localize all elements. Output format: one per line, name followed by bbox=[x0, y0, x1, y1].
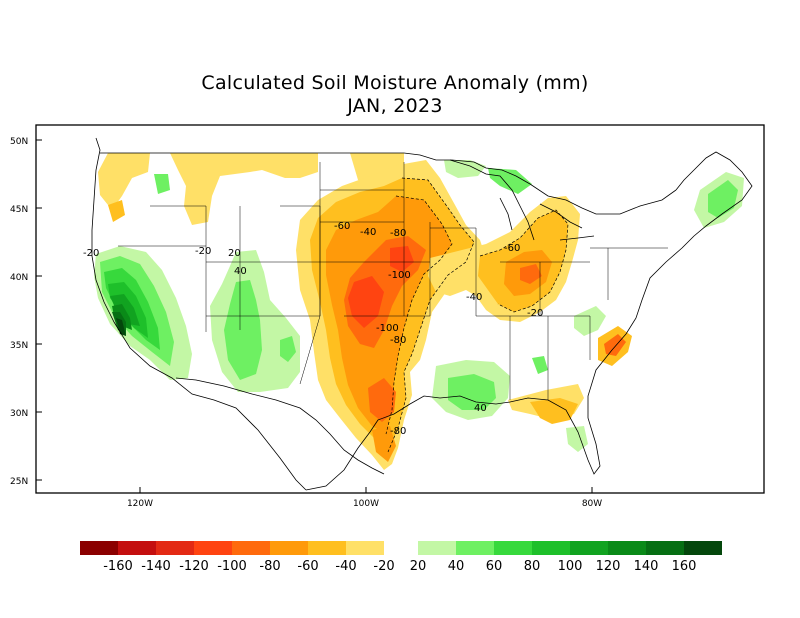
legend-swatch-dry-5 bbox=[232, 541, 270, 555]
dry-region-texas-core bbox=[368, 378, 396, 422]
great-lakes bbox=[449, 159, 595, 241]
legend-label: 80 bbox=[524, 559, 541, 574]
wet-region-california-8 bbox=[116, 318, 126, 336]
state-lines-east bbox=[430, 227, 668, 400]
contour-plains-2 bbox=[385, 195, 453, 435]
dry-region-kansas-core bbox=[348, 276, 384, 328]
legend-label: -100 bbox=[217, 559, 247, 574]
legend-label: 20 bbox=[410, 559, 427, 574]
contour-label: -40 bbox=[466, 292, 482, 303]
legend-swatch-wet-3 bbox=[494, 541, 532, 555]
contour-label: -20 bbox=[527, 308, 543, 319]
legend-label: -40 bbox=[335, 559, 356, 574]
dry-region-texas-south bbox=[372, 426, 396, 462]
legend-swatch-wet-4 bbox=[532, 541, 570, 555]
legend-swatch-dry-1 bbox=[80, 541, 118, 555]
legend-swatch-wet-6 bbox=[608, 541, 646, 555]
legend-label: 160 bbox=[672, 559, 697, 574]
legend-swatch-dry-4 bbox=[194, 541, 232, 555]
contour-label: -100 bbox=[388, 270, 411, 281]
legend-label: -60 bbox=[297, 559, 318, 574]
wet-region-alabama-small bbox=[532, 356, 548, 374]
contour-label: -80 bbox=[390, 426, 406, 437]
contour-label: -60 bbox=[504, 243, 520, 254]
legend-swatch-dry-8 bbox=[346, 541, 384, 555]
lon-label-120w: 120W bbox=[127, 499, 153, 509]
coastline-conus bbox=[91, 137, 753, 491]
canada-border bbox=[100, 152, 677, 215]
contour-plains bbox=[387, 177, 475, 453]
legend-label: 60 bbox=[486, 559, 503, 574]
legend-label: 100 bbox=[558, 559, 583, 574]
contour-label: 40 bbox=[234, 266, 247, 277]
lat-label-45n: 45N bbox=[10, 205, 28, 215]
lon-axis: 120W 100W 80W bbox=[127, 487, 602, 509]
legend-label: -80 bbox=[259, 559, 280, 574]
legend-label: 140 bbox=[634, 559, 659, 574]
legend-label: -20 bbox=[373, 559, 394, 574]
wet-region-great-basin-inner bbox=[224, 280, 262, 380]
lat-label-40n: 40N bbox=[10, 273, 28, 283]
map-title: Calculated Soil Moisture Anomaly (mm) JA… bbox=[0, 72, 790, 118]
lon-label-80w: 80W bbox=[582, 499, 602, 509]
contour-label: -20 bbox=[195, 246, 211, 257]
contour-label: -60 bbox=[334, 221, 350, 232]
contour-lines bbox=[385, 177, 569, 453]
legend-swatch-wet-7 bbox=[646, 541, 684, 555]
dry-region-indiana-core bbox=[520, 264, 542, 284]
legend-label: 40 bbox=[448, 559, 465, 574]
legend-label: -120 bbox=[179, 559, 209, 574]
dry-region-montana bbox=[170, 153, 318, 225]
dry-region-oregon bbox=[108, 200, 125, 222]
map-area bbox=[91, 137, 753, 491]
land-outlines bbox=[91, 137, 753, 491]
wet-region-minnesota bbox=[444, 160, 486, 178]
contour-label: -80 bbox=[390, 335, 406, 346]
contour-label: -20 bbox=[83, 248, 99, 259]
legend-label: -140 bbox=[141, 559, 171, 574]
contour-label: 20 bbox=[228, 248, 241, 259]
lat-axis: 50N 45N 40N 35N 30N 25N bbox=[10, 137, 42, 487]
dry-region-florida-panhandle bbox=[530, 398, 578, 424]
state-lines-central bbox=[299, 162, 431, 385]
contour-ohio bbox=[479, 209, 569, 313]
legend-labels: -160 -140 -120 -100 -80 -60 -40 -20 20 4… bbox=[103, 559, 696, 574]
contour-label: 40 bbox=[474, 403, 487, 414]
wet-region-gulf-coast-inner bbox=[448, 374, 496, 410]
contour-label: -80 bbox=[390, 228, 406, 239]
legend-swatch-dry-2 bbox=[118, 541, 156, 555]
lat-label-50n: 50N bbox=[10, 137, 28, 147]
title-line-2: JAN, 2023 bbox=[347, 95, 443, 117]
dry-region-nebraska-core bbox=[390, 246, 414, 272]
contour-label-group: -20 -20 20 40 -60 -40 -80 -60 -100 -40 -… bbox=[83, 221, 543, 437]
lat-label-25n: 25N bbox=[10, 477, 28, 487]
legend-colorbar bbox=[80, 541, 722, 555]
state-boundaries bbox=[118, 162, 668, 400]
wet-region-arizona-small bbox=[280, 336, 296, 362]
lon-label-100w: 100W bbox=[353, 499, 379, 509]
legend-label: 120 bbox=[596, 559, 621, 574]
anomaly-shading bbox=[94, 153, 744, 470]
contour-label: -40 bbox=[360, 227, 376, 238]
title-line-1: Calculated Soil Moisture Anomaly (mm) bbox=[201, 72, 589, 94]
legend-label: -160 bbox=[103, 559, 133, 574]
dry-region-carolinas-core bbox=[604, 334, 626, 356]
legend-swatch-wet-1 bbox=[418, 541, 456, 555]
legend-swatch-dry-6 bbox=[270, 541, 308, 555]
legend-swatch-dry-3 bbox=[156, 541, 194, 555]
legend-swatch-wet-8 bbox=[684, 541, 722, 555]
contour-label: -100 bbox=[376, 323, 399, 334]
legend-swatch-dry-7 bbox=[308, 541, 346, 555]
legend-swatch-wet-5 bbox=[570, 541, 608, 555]
mexico-border bbox=[175, 377, 385, 475]
lat-label-35n: 35N bbox=[10, 341, 28, 351]
wet-region-michigan bbox=[488, 168, 532, 194]
wet-region-colorado-small bbox=[262, 316, 280, 340]
lat-label-30n: 30N bbox=[10, 409, 28, 419]
legend-swatch-wet-2 bbox=[456, 541, 494, 555]
dry-region-pacific-northwest bbox=[98, 153, 150, 210]
wet-region-idaho-small bbox=[154, 174, 170, 194]
map-frame bbox=[35, 124, 765, 494]
